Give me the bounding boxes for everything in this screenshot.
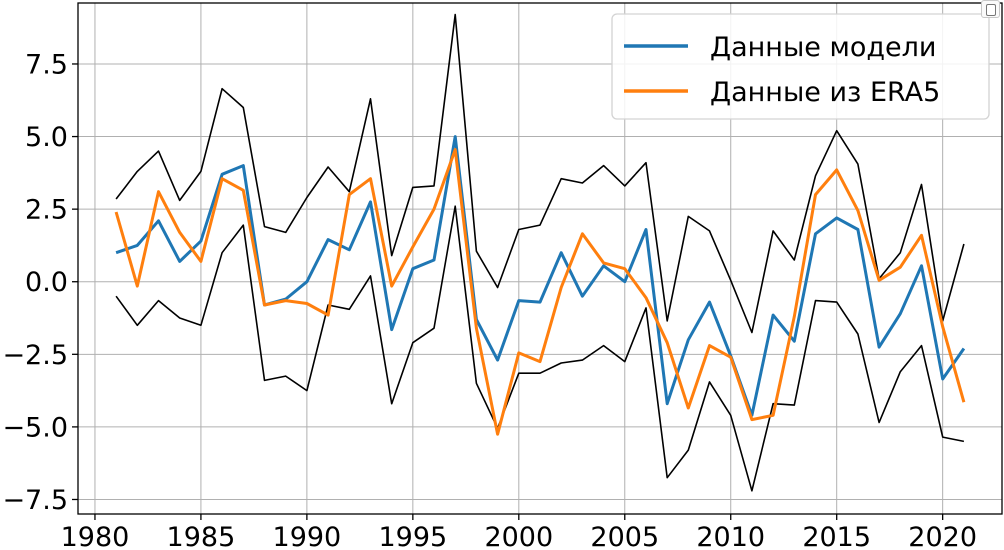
x-tick-label: 2005	[590, 522, 659, 550]
y-tick-label: 5.0	[25, 122, 68, 153]
copy-icon	[986, 4, 996, 16]
x-tick-label: 2015	[802, 522, 871, 550]
series-lower-bound-line	[115, 205, 965, 492]
y-tick-label: −5.0	[2, 412, 68, 443]
x-tick-label: 1990	[273, 522, 342, 550]
x-tick-label: 2020	[908, 522, 977, 550]
series-era5-line	[114, 148, 966, 436]
legend-label-model: Данные модели	[710, 32, 936, 63]
x-tick-label: 2010	[696, 522, 765, 550]
x-tick-label: 1995	[378, 522, 447, 550]
x-axis: 1980 1985 1990 1995 2000 2005 2010 2015 2020	[61, 514, 977, 550]
y-tick-label: 7.5	[25, 49, 68, 80]
y-axis: 7.5 5.0 2.5 0.0 −2.5 −5.0 −7.5	[2, 49, 78, 516]
y-tick-label: 0.0	[25, 267, 68, 298]
x-tick-label: 2000	[484, 522, 553, 550]
legend-label-era5: Данные из ERA5	[710, 77, 940, 108]
x-tick-label: 1985	[167, 522, 236, 550]
series-layer	[114, 13, 966, 492]
x-tick-label: 1980	[61, 522, 130, 550]
legend: Данные модели Данные из ERA5	[611, 13, 990, 120]
y-tick-label: −7.5	[2, 485, 68, 516]
axes-frame	[77, 2, 1003, 515]
y-tick-label: −2.5	[2, 340, 68, 371]
legend-box	[611, 13, 990, 120]
series-upper-bound-line	[115, 13, 965, 334]
copy-button[interactable]	[981, 0, 1000, 18]
y-tick-label: 2.5	[25, 195, 68, 226]
